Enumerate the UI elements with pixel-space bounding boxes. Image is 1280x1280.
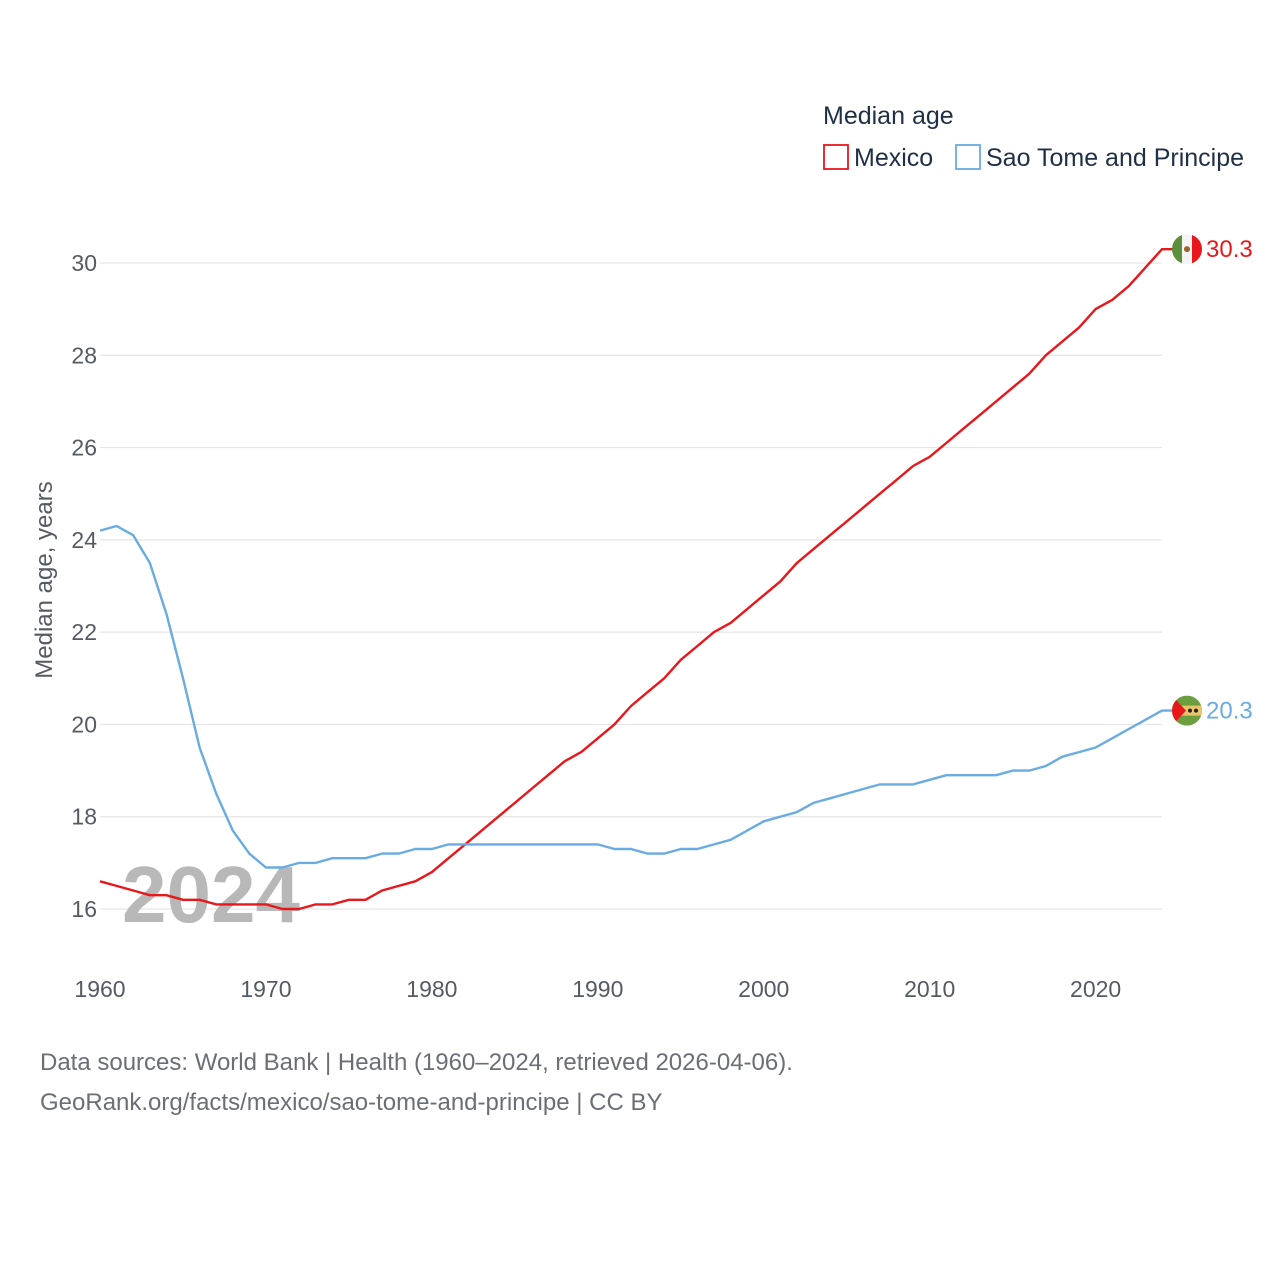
x-tick-label: 1970 [240,976,291,1002]
x-tick-label: 1980 [406,976,457,1002]
legend-swatch[interactable] [955,144,981,170]
end-value-label: 20.3 [1206,698,1253,725]
x-tick-label: 2020 [1070,976,1121,1002]
legend: Median age Mexico Sao Tome and Principe [823,102,1244,172]
y-tick-label: 18 [71,804,97,830]
y-axis-label: Median age, years [31,481,58,678]
x-tick-label: 1960 [74,976,125,1002]
x-axis-ticks: 1960 1970 1980 1990 2000 2010 2020 [74,976,1121,1002]
legend-label[interactable]: Mexico [854,144,933,172]
y-tick-label: 16 [71,896,97,922]
x-tick-label: 2000 [738,976,789,1002]
x-tick-label: 1990 [572,976,623,1002]
gridlines [100,262,1162,910]
footer-source: Data sources: World Bank | Health (1960–… [40,1043,793,1123]
end-value-label: 30.3 [1206,236,1253,263]
y-tick-label: 30 [71,250,97,276]
y-tick-label: 24 [71,527,97,553]
y-tick-label: 20 [71,711,97,737]
series-line-sao-tome [99,524,1174,869]
data-sources-text: Data sources: World Bank | Health (1960–… [40,1049,793,1076]
end-markers: 30.3 20.3 [1172,234,1253,726]
legend-title: Median age [823,102,954,130]
series-lines [99,247,1174,911]
line-chart: 16 18 20 22 24 26 28 30 1960 1970 1980 1990 2000 201… [31,102,1253,1002]
series-line-mexico [99,247,1174,911]
source-url-text[interactable]: GeoRank.org/facts/mexico/sao-tome-and-pr… [40,1089,663,1116]
y-tick-label: 28 [71,342,97,368]
sao-tome-flag-icon [1172,695,1202,726]
y-axis-ticks: 16 18 20 22 24 26 28 30 [71,250,97,922]
y-tick-label: 22 [71,619,97,645]
y-tick-label: 26 [71,435,97,461]
legend-label[interactable]: Sao Tome and Principe [986,144,1244,172]
x-tick-label: 2010 [904,976,955,1002]
legend-swatch[interactable] [823,144,849,170]
mexico-flag-icon [1172,234,1202,265]
